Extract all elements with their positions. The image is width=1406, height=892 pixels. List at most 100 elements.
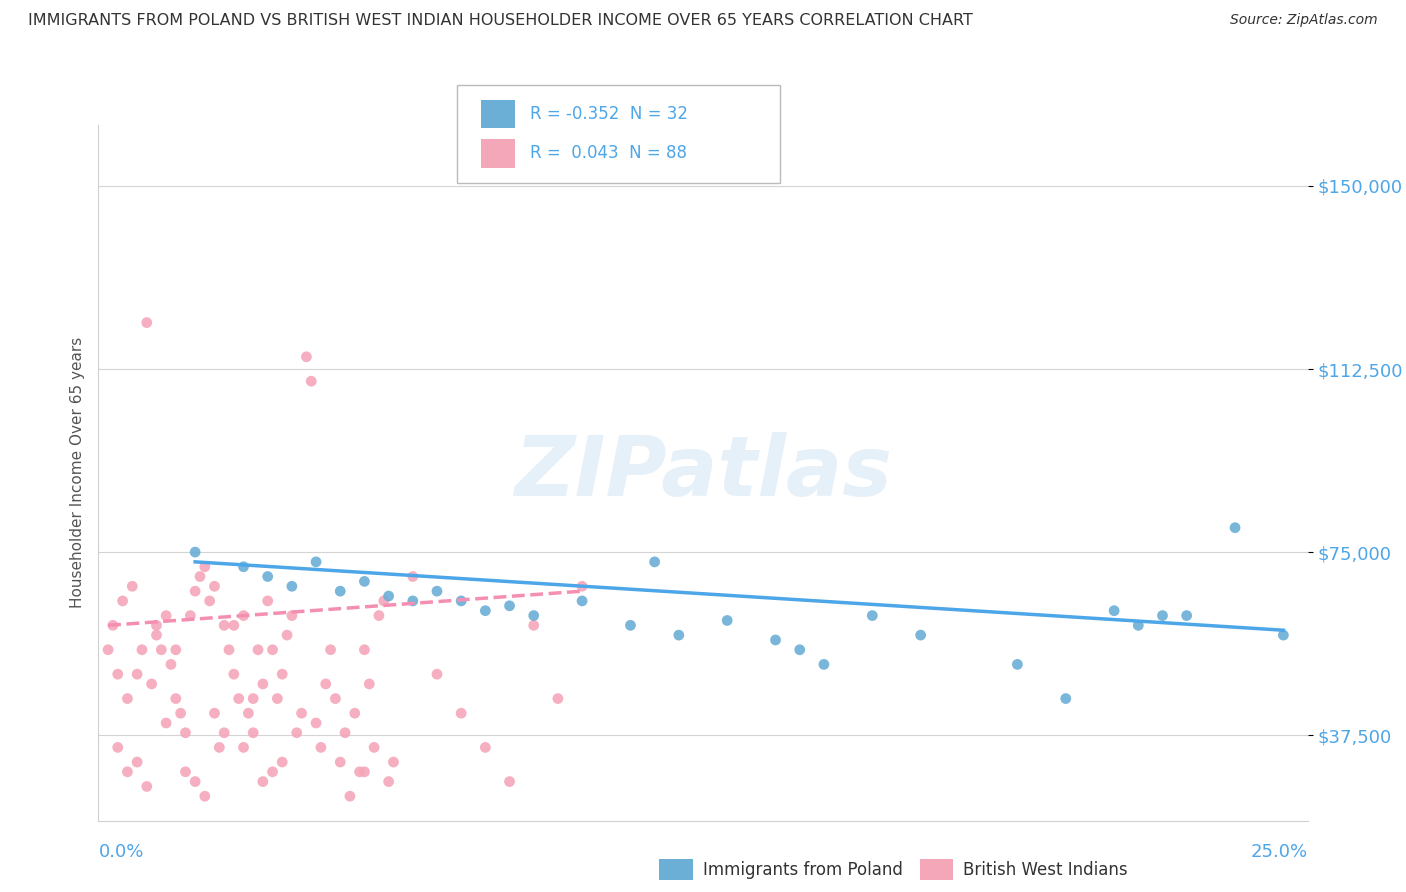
Point bbox=[256, 569, 278, 583]
Point bbox=[359, 677, 381, 691]
Point bbox=[184, 584, 207, 599]
Point bbox=[160, 657, 183, 672]
Point bbox=[1272, 628, 1295, 642]
Text: ZIPatlas: ZIPatlas bbox=[515, 433, 891, 513]
Point bbox=[373, 594, 395, 608]
Point bbox=[194, 559, 217, 574]
Point bbox=[232, 608, 254, 623]
Text: Immigrants from Poland: Immigrants from Poland bbox=[703, 861, 903, 879]
Point bbox=[165, 691, 187, 706]
Point bbox=[1102, 604, 1125, 618]
Point bbox=[232, 740, 254, 755]
Point bbox=[238, 706, 260, 721]
Text: 25.0%: 25.0% bbox=[1250, 843, 1308, 861]
Point bbox=[765, 632, 787, 647]
Point bbox=[450, 706, 472, 721]
Point bbox=[179, 608, 201, 623]
Point bbox=[165, 642, 187, 657]
Point bbox=[329, 755, 352, 769]
Point bbox=[910, 628, 932, 642]
Point bbox=[212, 618, 235, 632]
Point bbox=[523, 618, 546, 632]
Point bbox=[135, 780, 157, 794]
Point bbox=[860, 608, 883, 623]
Point bbox=[222, 667, 245, 681]
Point bbox=[474, 604, 496, 618]
Point bbox=[644, 555, 666, 569]
Point bbox=[498, 599, 520, 613]
Point bbox=[299, 374, 322, 388]
Point bbox=[111, 594, 134, 608]
Point bbox=[131, 642, 153, 657]
Point bbox=[377, 774, 399, 789]
Point bbox=[194, 789, 217, 804]
Point bbox=[668, 628, 690, 642]
Point bbox=[247, 642, 270, 657]
Point bbox=[1223, 521, 1246, 535]
Point bbox=[271, 755, 294, 769]
Point bbox=[426, 667, 449, 681]
Point bbox=[368, 608, 391, 623]
Point bbox=[256, 594, 278, 608]
Point bbox=[571, 594, 593, 608]
Point bbox=[145, 628, 167, 642]
Point bbox=[295, 350, 318, 364]
Point bbox=[382, 755, 405, 769]
Point bbox=[309, 740, 332, 755]
Point bbox=[242, 725, 264, 739]
Point bbox=[188, 569, 211, 583]
Point bbox=[426, 584, 449, 599]
Text: 0.0%: 0.0% bbox=[98, 843, 143, 861]
Point bbox=[290, 706, 312, 721]
Point bbox=[305, 716, 328, 731]
Point bbox=[353, 574, 375, 589]
Point bbox=[169, 706, 191, 721]
Point bbox=[1152, 608, 1174, 623]
Point bbox=[127, 667, 149, 681]
Text: R =  0.043  N = 88: R = 0.043 N = 88 bbox=[530, 145, 688, 162]
Point bbox=[117, 764, 139, 779]
Point bbox=[305, 555, 328, 569]
Point bbox=[343, 706, 366, 721]
Point bbox=[204, 579, 226, 593]
Point bbox=[789, 642, 811, 657]
Point bbox=[1128, 618, 1150, 632]
Text: IMMIGRANTS FROM POLAND VS BRITISH WEST INDIAN HOUSEHOLDER INCOME OVER 65 YEARS C: IMMIGRANTS FROM POLAND VS BRITISH WEST I… bbox=[28, 13, 973, 29]
Point bbox=[141, 677, 163, 691]
Point bbox=[117, 691, 139, 706]
Point bbox=[135, 316, 157, 330]
Point bbox=[498, 774, 520, 789]
Point bbox=[127, 755, 149, 769]
Y-axis label: Householder Income Over 65 years: Householder Income Over 65 years bbox=[69, 337, 84, 608]
Point bbox=[266, 691, 288, 706]
Point bbox=[218, 642, 240, 657]
Point bbox=[319, 642, 342, 657]
Point bbox=[333, 725, 356, 739]
Point bbox=[107, 740, 129, 755]
Point bbox=[145, 618, 167, 632]
Text: British West Indians: British West Indians bbox=[963, 861, 1128, 879]
Point bbox=[174, 764, 197, 779]
Point bbox=[198, 594, 221, 608]
Point bbox=[353, 642, 375, 657]
Point bbox=[212, 725, 235, 739]
Point bbox=[571, 579, 593, 593]
Point bbox=[174, 725, 197, 739]
Point bbox=[204, 706, 226, 721]
Point bbox=[184, 774, 207, 789]
Point bbox=[402, 594, 425, 608]
Point bbox=[252, 677, 274, 691]
Point bbox=[262, 642, 284, 657]
Point bbox=[1054, 691, 1077, 706]
Text: R = -0.352  N = 32: R = -0.352 N = 32 bbox=[530, 105, 688, 123]
Point bbox=[363, 740, 385, 755]
Point bbox=[150, 642, 173, 657]
Point bbox=[450, 594, 472, 608]
Point bbox=[155, 608, 177, 623]
Point bbox=[1175, 608, 1198, 623]
Point bbox=[107, 667, 129, 681]
Point bbox=[547, 691, 569, 706]
Point bbox=[474, 740, 496, 755]
Point bbox=[281, 608, 304, 623]
Point bbox=[155, 716, 177, 731]
